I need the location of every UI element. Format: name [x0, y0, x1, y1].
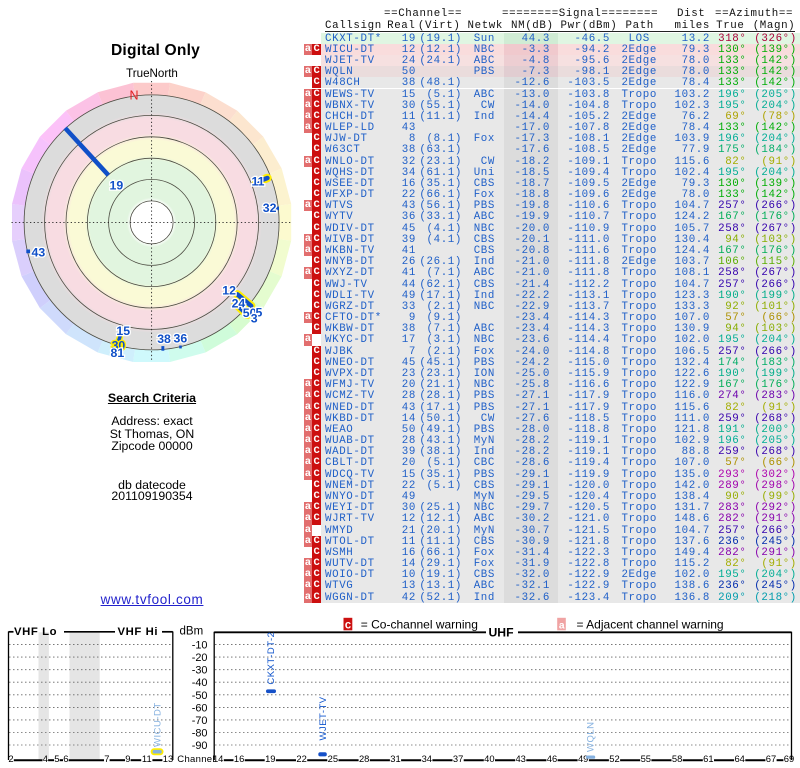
svg-text:-50: -50	[192, 690, 208, 702]
svg-text:22: 22	[296, 753, 306, 764]
svg-text:30: 30	[112, 339, 126, 353]
svg-text:36: 36	[174, 331, 188, 345]
svg-text:WICU-DT: WICU-DT	[153, 702, 164, 747]
svg-text:11: 11	[252, 175, 265, 189]
svg-text:38: 38	[157, 332, 171, 346]
svg-text:VHF Hi: VHF Hi	[118, 626, 159, 638]
svg-text:12: 12	[222, 284, 236, 298]
svg-text:19: 19	[110, 179, 124, 193]
svg-text:a: a	[559, 620, 566, 632]
svg-text:N: N	[130, 89, 139, 103]
svg-text:= Co-channel warning: = Co-channel warning	[361, 618, 478, 632]
svg-text:52: 52	[609, 753, 619, 764]
svg-text:16: 16	[234, 753, 244, 764]
svg-text:6: 6	[63, 753, 68, 764]
svg-text:15: 15	[116, 324, 130, 338]
svg-text:67: 67	[766, 753, 776, 764]
svg-text:3: 3	[251, 312, 258, 326]
svg-text:WQLN: WQLN	[586, 722, 597, 753]
svg-text:-70: -70	[192, 715, 208, 727]
svg-text:9: 9	[125, 753, 130, 764]
svg-text:11: 11	[142, 753, 152, 764]
svg-text:13: 13	[163, 753, 173, 764]
svg-text:31: 31	[390, 753, 400, 764]
svg-text:-10: -10	[192, 640, 208, 652]
svg-text:34: 34	[422, 753, 432, 764]
svg-text:69: 69	[784, 753, 794, 764]
svg-text:CKXT-DT-2: CKXT-DT-2	[266, 632, 277, 685]
svg-text:WJET-TV: WJET-TV	[318, 696, 329, 740]
svg-text:64: 64	[734, 753, 744, 764]
svg-text:28: 28	[359, 753, 369, 764]
svg-text:VHF Lo: VHF Lo	[14, 626, 57, 638]
svg-text:-90: -90	[192, 740, 208, 752]
svg-text:50: 50	[243, 306, 257, 320]
svg-text:14: 14	[213, 753, 223, 764]
svg-text:24: 24	[232, 297, 246, 311]
svg-text:dBm: dBm	[180, 626, 204, 638]
svg-text:-80: -80	[192, 728, 208, 740]
svg-text:-60: -60	[192, 702, 208, 714]
svg-text:43: 43	[32, 246, 46, 260]
svg-text:UHF: UHF	[489, 625, 514, 639]
svg-text:49: 49	[578, 753, 588, 764]
svg-text:55: 55	[641, 753, 651, 764]
svg-text:43: 43	[515, 753, 525, 764]
svg-text:= Adjacent channel warning: = Adjacent channel warning	[577, 618, 724, 632]
svg-text:5: 5	[256, 306, 263, 320]
svg-text:4: 4	[43, 753, 48, 764]
svg-text:5: 5	[54, 753, 59, 764]
svg-text:19: 19	[265, 753, 275, 764]
svg-text:-40: -40	[192, 677, 208, 689]
svg-text:7: 7	[104, 753, 109, 764]
svg-text:-20: -20	[192, 652, 208, 664]
svg-text:37: 37	[453, 753, 463, 764]
svg-text:40: 40	[484, 753, 494, 764]
svg-text:2: 2	[8, 753, 13, 764]
svg-text:C: C	[345, 620, 352, 632]
svg-text:25: 25	[328, 753, 338, 764]
svg-text:81: 81	[111, 346, 125, 360]
svg-text:32: 32	[263, 201, 277, 215]
svg-text:Channel: Channel	[177, 754, 215, 765]
svg-text:61: 61	[703, 753, 713, 764]
svg-text:-30: -30	[192, 665, 208, 677]
svg-text:46: 46	[547, 753, 557, 764]
svg-text:58: 58	[672, 753, 682, 764]
